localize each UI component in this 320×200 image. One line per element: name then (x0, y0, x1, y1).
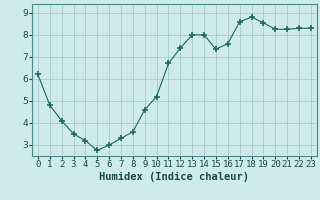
X-axis label: Humidex (Indice chaleur): Humidex (Indice chaleur) (100, 172, 249, 182)
